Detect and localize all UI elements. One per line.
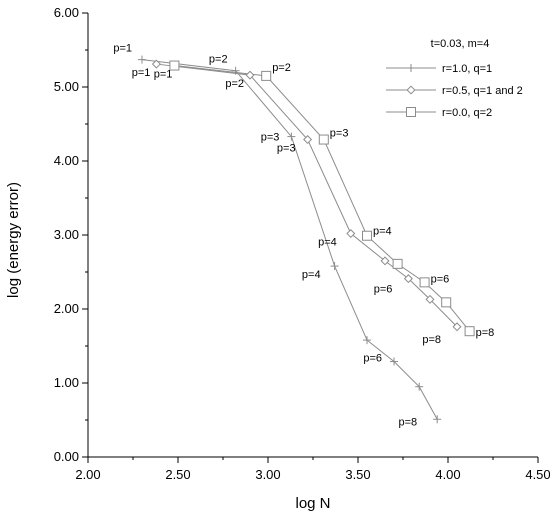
legend: t=0.03, m=4 r=1.0, q=1 r=0.5, q=1 and 2 r=0…: [386, 38, 523, 119]
y-tick-label: 6.00: [54, 5, 79, 20]
data-point-r-1-0-q-1: [363, 336, 371, 345]
legend-marker-diamond: [406, 85, 416, 95]
y-axis-title: log (energy error): [5, 182, 22, 298]
data-point-r-0-0-q-2: [464, 326, 475, 337]
data-point-r-0-5-q-1-and-2: [303, 135, 313, 145]
data-point-r-0-5-q-1-and-2: [425, 294, 435, 304]
data-point-r-0-5-q-1-and-2: [346, 229, 356, 239]
series-line-r-0-5-q-1-and-2: [156, 63, 458, 328]
y-tick-label: 5.00: [54, 79, 79, 94]
legend-item-r-1-0-q-1: r=1.0, q=1: [386, 63, 492, 75]
x-tick-label: 2.00: [75, 467, 100, 482]
point-label: p=4: [318, 237, 337, 249]
legend-item-r-0-5-q-1-and-2: r=0.5, q=1 and 2: [386, 85, 523, 97]
point-label: p=3: [261, 132, 280, 144]
data-point-r-0-5-q-1-and-2: [403, 274, 413, 284]
point-label: p=4: [373, 226, 392, 238]
data-point-r-0-0-q-2: [318, 134, 329, 145]
series-line-r-0-0-q-2: [174, 65, 470, 332]
x-tick-label: 4.00: [435, 467, 460, 482]
data-point-r-0-0-q-2: [261, 70, 272, 81]
data-point-r-0-0-q-2: [362, 230, 372, 241]
y-tick-label: 4.00: [54, 153, 79, 168]
point-label: p=8: [399, 416, 418, 428]
x-tick-label: 2.50: [165, 467, 190, 482]
point-label: p=2: [272, 62, 291, 74]
point-label: p=2: [209, 54, 228, 66]
y-tick-label: 2.00: [54, 301, 79, 316]
point-label: p=4: [302, 269, 321, 281]
legend-marker-square: [406, 107, 416, 117]
point-label: p=3: [277, 143, 296, 155]
point-label: p=6: [363, 353, 382, 365]
point-label: p=6: [374, 284, 393, 296]
data-point-r-1-0-q-1: [415, 382, 424, 391]
legend-title: t=0.03, m=4: [431, 38, 490, 50]
point-label: p=1: [154, 69, 173, 81]
legend-item-r-0-0-q-2: r=0.0, q=2: [386, 107, 492, 119]
data-point-r-1-0-q-1: [330, 262, 339, 271]
x-axis-title: log N: [295, 495, 330, 512]
point-label: p=8: [476, 327, 495, 339]
y-tick-label: 3.00: [54, 227, 79, 242]
data-point-r-0-5-q-1-and-2: [151, 59, 161, 69]
legend-label: r=0.5, q=1 and 2: [442, 85, 523, 97]
data-point-r-1-0-q-1: [138, 55, 146, 64]
legend-label: r=0.0, q=2: [442, 107, 492, 119]
data-point-r-0-5-q-1-and-2: [380, 256, 390, 266]
data-point-r-0-5-q-1-and-2: [452, 322, 462, 332]
point-labels: p=1 p=2 p=3 p=4 p=6 p=8 p=1 p=2 p=3 p=4 p=6 p=8 p=1 p…: [113, 43, 494, 429]
data-point-r-0-5-q-1-and-2: [245, 70, 255, 80]
x-tick-label: 3.50: [345, 467, 370, 482]
legend-label: r=1.0, q=1: [442, 63, 492, 75]
point-label: p=1: [113, 43, 132, 55]
data-point-r-0-0-q-2: [169, 60, 180, 71]
point-label: p=1: [132, 67, 151, 79]
point-label: p=3: [330, 128, 349, 140]
series-markers: [138, 55, 475, 424]
series-line-r-1-0-q-1: [141, 59, 438, 420]
point-label: p=6: [431, 273, 450, 285]
x-tick-label: 3.00: [255, 467, 280, 482]
point-label: p=2: [225, 78, 244, 90]
series-lines: [141, 59, 470, 420]
data-point-r-1-0-q-1: [287, 132, 296, 141]
data-point-r-0-0-q-2: [441, 297, 452, 308]
data-point-r-1-0-q-1: [433, 415, 442, 424]
y-tick-label: 1.00: [54, 375, 79, 390]
x-tick-label: 4.50: [525, 467, 550, 482]
data-point-r-0-0-q-2: [392, 258, 403, 269]
legend-marker-plus: [407, 64, 415, 72]
data-point-r-0-0-q-2: [419, 277, 430, 288]
data-point-r-1-0-q-1: [390, 357, 398, 366]
data-point-r-1-0-q-1: [231, 66, 240, 75]
axes: 2.00 2.50 3.00 3.50 4.00 4.50 0.00 1.00 2.00 3.00…: [54, 5, 550, 482]
y-tick-label: 0.00: [54, 449, 79, 464]
point-label: p=8: [422, 334, 441, 346]
